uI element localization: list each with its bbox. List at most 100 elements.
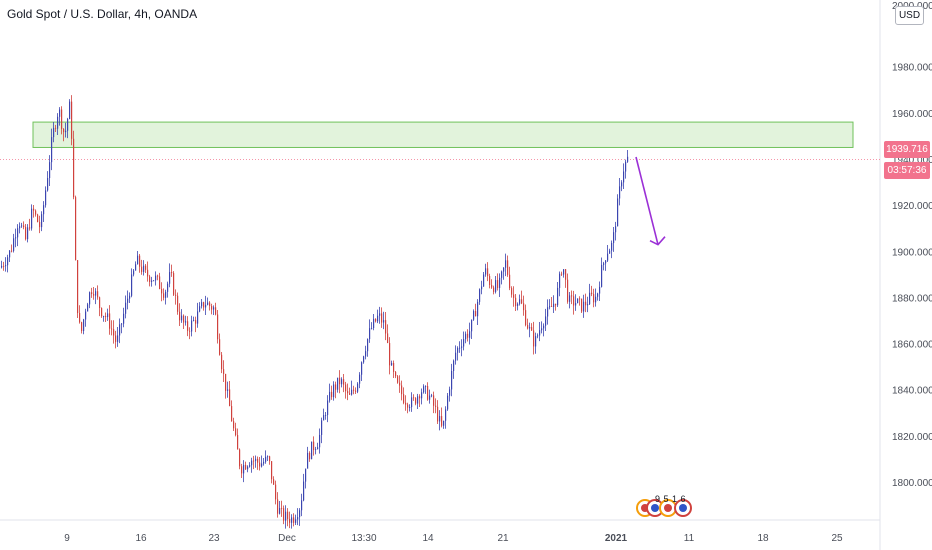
candle-body [501, 271, 503, 278]
y-tick-label: 1980.000 [892, 63, 932, 74]
candle-body [229, 389, 231, 407]
candle-body [313, 441, 315, 451]
candle-body [69, 101, 71, 120]
candle-body [343, 379, 345, 385]
candle-body [477, 301, 479, 317]
candle-body [585, 301, 587, 306]
candle-body [397, 376, 399, 383]
candle-body [291, 517, 293, 523]
candle-body [575, 303, 577, 306]
candle-body [433, 395, 435, 406]
currency-button[interactable]: USD [895, 6, 924, 25]
candle-body [385, 320, 387, 334]
candle-body [217, 314, 219, 340]
candle-body [447, 395, 449, 410]
candle-body [391, 363, 393, 366]
candle-body [509, 274, 511, 289]
candle-body [211, 306, 213, 310]
candle-body [389, 343, 391, 366]
candle-body [573, 296, 575, 306]
candle-body [487, 268, 489, 277]
candle-body [421, 392, 423, 399]
candle-body [511, 288, 513, 295]
candle-body [361, 362, 363, 375]
candle-body [483, 274, 485, 287]
candle-body [77, 260, 79, 314]
candle-body [123, 313, 125, 324]
candle-body [205, 304, 207, 308]
projection-arrow-head [649, 236, 666, 246]
candle-body [403, 394, 405, 403]
candle-body [135, 264, 137, 271]
candle-body [545, 316, 547, 326]
candle-body [429, 395, 431, 400]
candle-body [473, 311, 475, 320]
candle-body [583, 301, 585, 312]
candle-body [249, 465, 251, 467]
candle-body [467, 333, 469, 338]
candle-body [101, 308, 103, 317]
candle-body [195, 320, 197, 324]
candle-body [441, 416, 443, 426]
candle-body [3, 265, 5, 267]
candle-body [169, 272, 171, 284]
candle-body [513, 294, 515, 298]
candle-body [591, 292, 593, 295]
candle-body [383, 320, 385, 323]
economic-events-icon [636, 499, 692, 517]
candle-body [541, 328, 543, 331]
candle-body [237, 435, 239, 450]
candle-body [55, 127, 57, 129]
candle-body [579, 298, 581, 300]
candle-body [83, 319, 85, 331]
candle-body [571, 295, 573, 297]
candle-body [601, 264, 603, 287]
candle-body [427, 386, 429, 400]
economic-events-label[interactable]: 9 5 1 6 [655, 494, 687, 504]
candle-body [155, 275, 157, 281]
candle-body [453, 360, 455, 372]
candle-body [185, 321, 187, 323]
candle-body [233, 421, 235, 429]
candle-body [213, 307, 215, 310]
candle-body [107, 313, 109, 318]
projection-arrow-line [635, 156, 659, 245]
candle-body [157, 275, 159, 277]
candle-body [521, 299, 523, 304]
event-flag-icon [679, 504, 687, 512]
candle-body [595, 296, 597, 303]
candle-body [181, 315, 183, 321]
candle-body [151, 280, 153, 282]
candle-body [471, 319, 473, 332]
candle-body [147, 269, 149, 277]
candle-body [369, 328, 371, 340]
candle-body [187, 321, 189, 331]
candle-body [225, 373, 227, 391]
candle-body [373, 318, 375, 328]
candle-body [67, 119, 69, 131]
candle-body [179, 311, 181, 321]
x-tick-label: 2021 [605, 533, 628, 544]
candle-body [323, 415, 325, 421]
candle-body [549, 306, 551, 308]
candle-body [35, 210, 37, 215]
candle-body [439, 416, 441, 422]
candle-body [37, 214, 39, 222]
y-tick-label: 1800.000 [892, 478, 932, 489]
candle-body [21, 225, 23, 227]
bar-countdown-tag: 03:57:36 [884, 162, 930, 179]
candle-body [443, 420, 445, 426]
candle-body [13, 238, 15, 251]
candle-body [189, 330, 191, 332]
candle-body [621, 182, 623, 187]
candle-body [221, 354, 223, 370]
candle-body [565, 269, 567, 280]
candle-body [555, 303, 557, 306]
candle-body [527, 325, 529, 329]
candle-body [153, 280, 155, 282]
candle-body [337, 377, 339, 390]
candle-body [9, 250, 11, 258]
candle-body [435, 405, 437, 407]
candle-body [99, 297, 101, 309]
